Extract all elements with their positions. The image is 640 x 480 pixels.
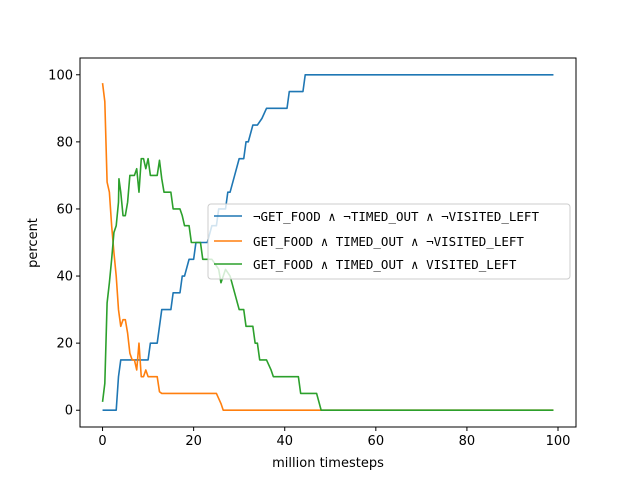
legend: ¬GET_FOOD ∧ ¬TIMED_OUT ∧ ¬VISITED_LEFT G… [207,203,571,280]
x-axis-ticks: 0 20 40 60 80 100 [98,427,570,449]
x-tick-label: 20 [185,434,202,449]
y-axis-label: percent [26,218,41,268]
x-tick-label: 0 [98,434,106,449]
x-tick-label: 60 [368,434,385,449]
legend-label-2: GET_FOOD ∧ TIMED_OUT ∧ VISITED_LEFT [253,257,517,272]
x-tick-label: 100 [546,434,571,449]
series-line-1 [101,83,554,412]
legend-box [207,203,571,280]
series-layer [101,73,554,412]
legend-label-1: GET_FOOD ∧ TIMED_OUT ∧ ¬VISITED_LEFT [253,234,524,249]
plot-frame [79,57,577,428]
x-tick-label: 80 [459,434,476,449]
y-tick-label: 20 [56,337,73,352]
series-line-2 [101,157,554,412]
x-axis-label: million timesteps [272,456,384,471]
y-tick-label: 80 [56,135,73,150]
y-tick-label: 0 [65,404,73,419]
y-tick-label: 40 [56,270,73,285]
y-axis-ticks: 0 20 40 60 80 100 [48,68,80,419]
x-tick-label: 40 [276,434,293,449]
y-tick-label: 60 [56,202,73,217]
legend-label-0: ¬GET_FOOD ∧ ¬TIMED_OUT ∧ ¬VISITED_LEFT [253,209,539,224]
y-tick-label: 100 [48,68,73,83]
